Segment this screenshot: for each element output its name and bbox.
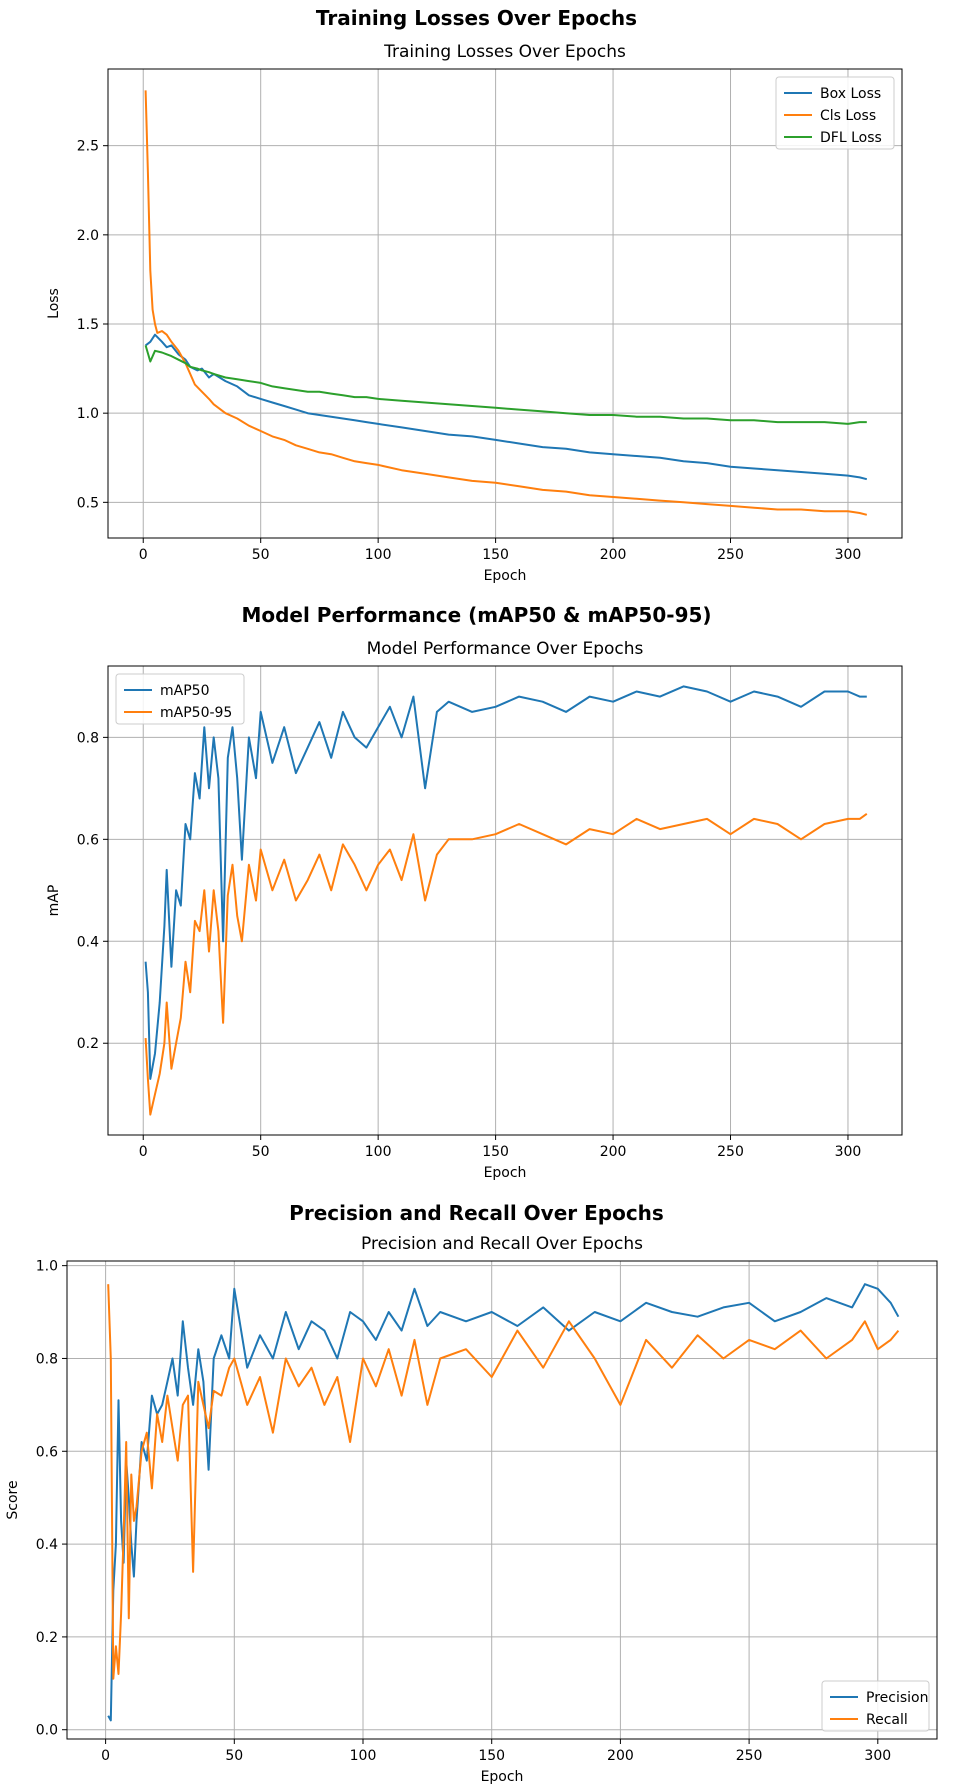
x-tick-label: 100 <box>365 1144 392 1160</box>
y-tick-label: 0.4 <box>36 1537 58 1553</box>
x-tick-label: 250 <box>736 1748 763 1764</box>
axes-frame <box>107 68 903 539</box>
x-axis-label: Epoch <box>481 1769 524 1785</box>
y-tick-label: 0.4 <box>77 934 99 950</box>
series-line-precision <box>107 1283 900 1722</box>
y-axis-label: Score <box>5 1480 21 1519</box>
x-tick-label: 0 <box>139 1144 148 1160</box>
series-line-recall <box>107 1284 900 1680</box>
legend-label: mAP50 <box>160 683 209 699</box>
x-tick-label: 100 <box>350 1748 377 1764</box>
y-tick-label: 2.0 <box>77 228 99 244</box>
x-tick-label: 150 <box>482 1144 509 1160</box>
figure-title-3: Precision and Recall Over Epochs <box>289 1201 664 1225</box>
legend: Precision Recall <box>821 1680 930 1732</box>
legend: Box Loss Cls Loss DFL Loss <box>775 76 895 150</box>
axes-title: Training Losses Over Epochs <box>383 42 626 62</box>
y-tick-label: 0.5 <box>77 495 99 511</box>
series-line-map50-95 <box>144 812 868 1116</box>
x-axis-label: Epoch <box>484 1165 527 1181</box>
grid <box>67 1261 937 1739</box>
x-tick-label: 200 <box>600 1144 627 1160</box>
y-tick-label: 0.8 <box>36 1351 58 1367</box>
axes-frame <box>66 1260 938 1740</box>
figure-title-2: Model Performance (mAP50 & mAP50-95) <box>241 603 712 627</box>
y-tick-label: 0.2 <box>36 1630 58 1646</box>
x-tick-label: 150 <box>482 547 509 563</box>
x-tick-label: 150 <box>478 1748 505 1764</box>
series-line-box-loss <box>144 333 868 481</box>
x-tick-label: 250 <box>717 547 744 563</box>
chart-precision-recall: 0 50 100 150 200 250 300 0.0 0.2 0.4 0.6 0.8 1.0 Prec… <box>5 1234 938 1785</box>
legend-label: Precision <box>866 1690 928 1706</box>
series-line-map50 <box>144 685 867 1080</box>
y-tick-label: 1.0 <box>77 406 99 422</box>
legend-frame <box>775 76 895 150</box>
series-line-cls-loss <box>144 90 868 516</box>
y-tick-label: 1.0 <box>36 1259 58 1275</box>
figure-title-1: Training Losses Over Epochs <box>315 6 638 30</box>
x-axis-label: Epoch <box>484 568 527 584</box>
legend-label: Cls Loss <box>820 108 876 124</box>
legend-label: mAP50-95 <box>160 705 232 721</box>
axes-frame <box>107 665 903 1136</box>
x-tick-label: 300 <box>835 1144 862 1160</box>
legend-label: Recall <box>866 1712 908 1728</box>
y-axis-label: mAP <box>46 885 62 917</box>
grid <box>108 666 902 1135</box>
x-tick-label: 300 <box>835 547 862 563</box>
y-tick-label: 0.8 <box>77 730 99 746</box>
x-tick-label: 300 <box>864 1748 891 1764</box>
x-tick-label: 50 <box>225 1748 243 1764</box>
chart-model-performance: 0 50 100 150 200 250 300 0.2 0.4 0.6 0.8 Model Perf… <box>46 639 903 1181</box>
axes-title: Model Performance Over Epochs <box>367 639 644 659</box>
x-tick-label: 50 <box>252 547 270 563</box>
y-axis-label: Loss <box>46 288 62 319</box>
y-tick-label: 0.6 <box>36 1444 58 1460</box>
chart-training-losses: 0 50 100 150 200 250 300 0.5 1.0 1.5 2.0 2.5 Trainin… <box>46 42 903 584</box>
y-tick-label: 0.6 <box>77 832 99 848</box>
axes-title: Precision and Recall Over Epochs <box>361 1234 643 1254</box>
grid <box>108 69 902 538</box>
x-tick-label: 0 <box>139 547 148 563</box>
x-tick-label: 0 <box>101 1748 110 1764</box>
y-tick-label: 1.5 <box>77 317 99 333</box>
x-tick-label: 100 <box>365 547 392 563</box>
x-tick-label: 50 <box>252 1144 270 1160</box>
legend-label: DFL Loss <box>820 130 882 146</box>
y-tick-label: 0.2 <box>77 1036 99 1052</box>
y-tick-label: 0.0 <box>36 1723 58 1739</box>
x-tick-label: 250 <box>717 1144 744 1160</box>
legend-label: Box Loss <box>820 86 881 102</box>
legend: mAP50 mAP50-95 <box>115 673 245 725</box>
series-line-dfl-loss <box>144 345 867 425</box>
x-tick-label: 200 <box>607 1748 634 1764</box>
x-tick-label: 200 <box>600 547 627 563</box>
y-tick-label: 2.5 <box>77 139 99 155</box>
